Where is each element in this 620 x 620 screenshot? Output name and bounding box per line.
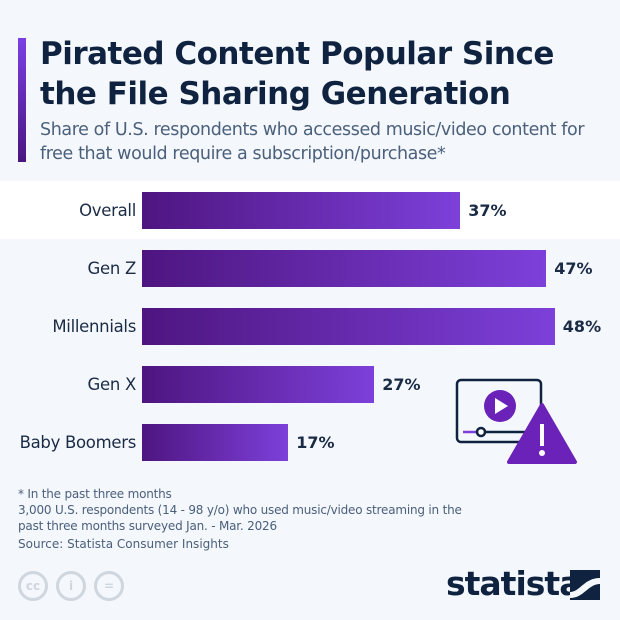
category-label: Gen Z (87, 259, 137, 278)
category-label: Millennials (52, 317, 136, 336)
bar-baby-boomers (142, 424, 289, 461)
value-label: 27% (382, 375, 421, 394)
chart-title: Pirated Content Popular Since the File S… (40, 36, 554, 112)
category-label: Gen X (87, 375, 137, 394)
bar-gen-x (142, 366, 375, 403)
value-label: 37% (468, 201, 507, 220)
value-label: 17% (296, 433, 335, 452)
footnote: 3,000 U.S. respondents (14 - 98 y/o) who… (18, 503, 462, 517)
chart-subtitle: Share of U.S. respondents who accessed m… (40, 120, 585, 164)
footnote: * In the past three months (18, 487, 172, 501)
category-label: Overall (79, 201, 136, 220)
footnote: past three months surveyed Jan. - Mar. 2… (18, 519, 277, 533)
value-label: 48% (562, 317, 602, 336)
attribution-icon[interactable]: i (56, 571, 86, 601)
statista-logo-mark-icon (570, 570, 600, 600)
video-player-warning-icon (455, 378, 577, 464)
bar-overall (142, 192, 461, 229)
category-label: Baby Boomers (19, 433, 137, 452)
bar-millennials (142, 308, 555, 345)
value-label: 47% (554, 259, 593, 278)
footnotes: * In the past three months 3,000 U.S. re… (18, 486, 462, 534)
no-derivatives-icon[interactable]: = (94, 571, 124, 601)
source-text: Source: Statista Consumer Insights (18, 537, 229, 551)
title-accent-bar (18, 38, 26, 162)
bar-gen-z (142, 250, 547, 287)
cc-icon[interactable]: cc (18, 571, 48, 601)
statista-logo[interactable]: statista (446, 564, 581, 603)
